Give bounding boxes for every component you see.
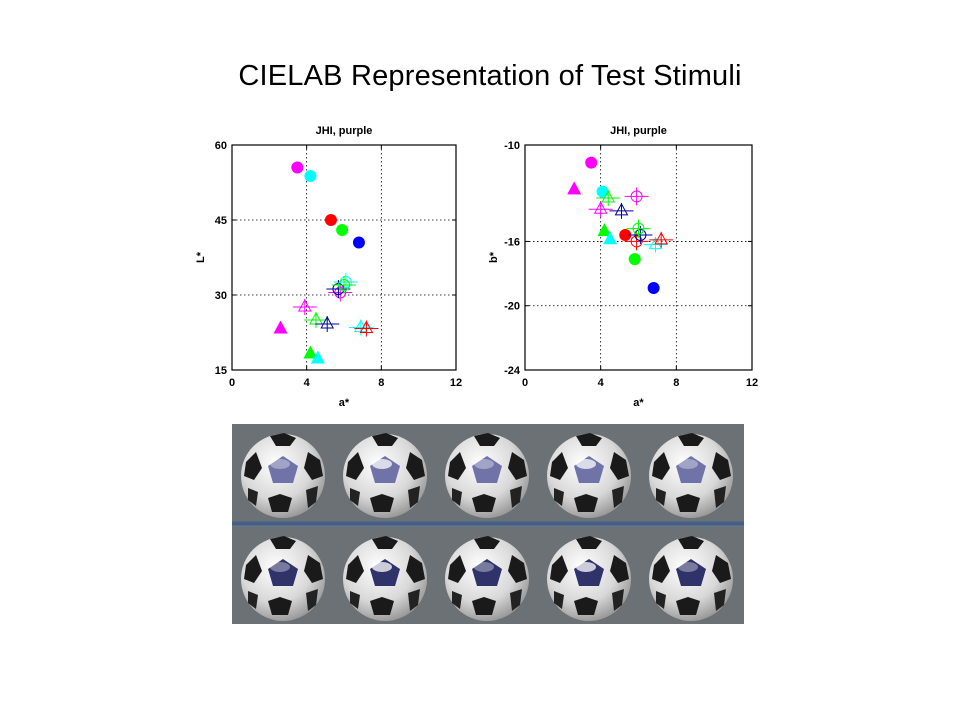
soccer-ball-image <box>334 424 436 521</box>
filled-triangle-marker <box>597 223 612 237</box>
data-point-open-circle-green <box>626 219 651 238</box>
soccer-ball-image <box>538 527 640 624</box>
y-tick-label: -24 <box>504 365 521 377</box>
open-circle-marker <box>632 222 645 235</box>
plot-frame <box>524 144 753 371</box>
x-tick-label: 4 <box>598 377 605 389</box>
data-point-triangle-magenta <box>567 181 582 195</box>
charts-area: 0 4 8 12 15 30 45 60 JHI, purple a* L* 0 4 8 12 -24 -20 -… <box>195 125 758 409</box>
y-tick-label: -16 <box>504 236 520 248</box>
open-triangle-marker <box>320 315 335 329</box>
filled-circle-marker <box>336 224 349 236</box>
data-point-circle-blue <box>352 236 365 249</box>
y-tick-label: 45 <box>215 215 227 227</box>
chart-title: JHI, purple <box>316 125 373 137</box>
soccer-ball-image <box>538 424 640 521</box>
photo-row-divider <box>232 521 744 527</box>
x-tick-label: 4 <box>304 377 311 389</box>
filled-circle-marker <box>628 253 641 266</box>
data-point-triangle-cyan <box>603 231 618 245</box>
data-point-circle-cyan <box>304 170 317 182</box>
x-axis-label: a* <box>633 397 644 409</box>
y-axis-label: L* <box>195 251 207 263</box>
x-axis-label: a* <box>339 397 350 409</box>
open-circle-marker <box>630 235 643 248</box>
data-point-circle-red <box>619 229 632 241</box>
data-point-open-triangle-red <box>354 320 379 337</box>
soccer-ball-photo-strip <box>232 424 744 624</box>
open-triangle-marker <box>654 231 669 245</box>
filled-triangle-marker <box>303 345 318 359</box>
data-point-circle-cyan <box>596 185 609 198</box>
filled-circle-marker <box>585 156 598 169</box>
data-point-circle-green <box>336 224 349 236</box>
data-point-open-triangle-red <box>649 231 674 248</box>
data-point-triangle-cyan <box>310 350 325 364</box>
data-point-open-triangle-navy <box>609 202 634 219</box>
plot-frame <box>231 144 457 371</box>
data-point-open-circle-magenta <box>624 187 649 206</box>
data-point-circle-magenta <box>291 161 304 174</box>
x-tick-label: 0 <box>522 377 528 389</box>
data-point-open-triangle-magenta <box>588 201 613 218</box>
filled-circle-marker <box>647 282 660 295</box>
filled-triangle-marker <box>310 350 325 364</box>
open-triangle-marker <box>297 298 312 312</box>
data-point-triangle-green <box>597 223 612 237</box>
plot-area <box>232 145 456 370</box>
chart-panel-1: 0 4 8 12 15 30 45 60 JHI, purple a* L* <box>195 125 462 409</box>
y-axis-label: b* <box>488 251 500 263</box>
data-point-circle-red <box>324 214 337 226</box>
y-tick-label: 15 <box>215 365 227 377</box>
x-tick-label: 8 <box>378 377 384 389</box>
soccer-ball-image <box>640 424 742 521</box>
x-tick-label: 0 <box>229 377 235 389</box>
data-point-open-triangle-navy <box>315 315 340 332</box>
y-tick-label: 30 <box>215 290 227 302</box>
open-triangle-marker <box>359 320 374 333</box>
y-tick-label: -20 <box>504 301 520 313</box>
data-point-open-circle-cyan <box>333 273 358 291</box>
chart-title: JHI, purple <box>610 125 667 137</box>
data-point-open-triangle-green <box>596 189 621 207</box>
x-tick-label: 12 <box>450 377 462 389</box>
slide-title: CIELAB Representation of Test Stimuli <box>238 60 742 92</box>
filled-circle-marker <box>324 214 337 226</box>
open-triangle-marker <box>648 236 663 250</box>
soccer-ball-image <box>232 424 334 521</box>
data-point-triangle-magenta <box>273 320 288 334</box>
data-point-triangle-green <box>303 345 318 359</box>
open-circle-marker <box>634 229 647 241</box>
open-triangle-marker <box>593 201 608 214</box>
filled-circle-marker <box>619 229 632 241</box>
filled-triangle-marker <box>603 231 618 245</box>
open-circle-marker <box>630 190 643 203</box>
y-tick-label: 60 <box>215 140 227 152</box>
filled-triangle-marker <box>567 181 582 195</box>
filled-triangle-marker <box>273 320 288 334</box>
filled-circle-marker <box>596 185 609 198</box>
data-point-circle-magenta <box>585 156 598 169</box>
filled-circle-marker <box>304 170 317 182</box>
y-tick-label: -10 <box>504 140 520 152</box>
soccer-ball-image <box>436 424 538 521</box>
data-point-circle-blue <box>647 282 660 295</box>
soccer-ball-image <box>640 527 742 624</box>
x-tick-label: 12 <box>746 377 758 389</box>
data-point-open-triangle-cyan <box>643 236 668 253</box>
x-tick-label: 8 <box>673 377 679 389</box>
filled-circle-marker <box>291 161 304 174</box>
data-point-open-circle-green <box>332 276 356 294</box>
open-triangle-marker <box>601 189 616 203</box>
soccer-ball-image <box>436 527 538 624</box>
chart-panel-2: 0 4 8 12 -24 -20 -16 -10 JHI, purple a* b* <box>488 125 758 409</box>
data-point-circle-green <box>628 253 641 266</box>
soccer-ball-image <box>232 527 334 624</box>
filled-circle-marker <box>352 236 365 249</box>
open-circle-marker <box>339 276 352 288</box>
soccer-ball-image <box>334 527 436 624</box>
open-circle-marker <box>338 279 350 291</box>
data-point-open-triangle-magenta <box>292 298 317 315</box>
open-triangle-marker <box>614 202 629 216</box>
